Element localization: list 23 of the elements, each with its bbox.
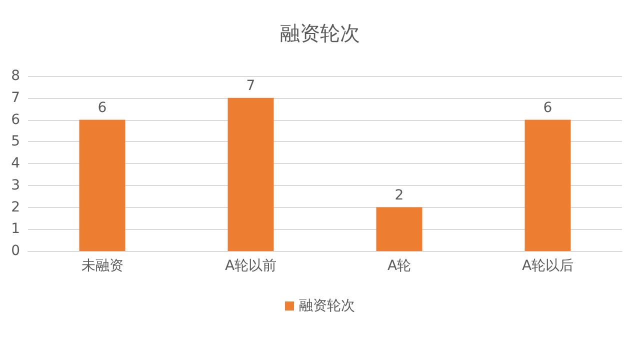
legend-label: 融资轮次 (299, 298, 355, 314)
y-tick-label: 8 (11, 68, 20, 84)
bar (228, 98, 274, 251)
x-tick-label: A轮以后 (522, 258, 574, 274)
y-tick-label: 7 (11, 90, 20, 106)
x-tick-label: A轮以前 (224, 258, 277, 274)
bar (79, 120, 126, 251)
x-tick-label: 未融资 (81, 258, 124, 274)
x-tick-label: A轮 (387, 258, 412, 274)
y-tick-label: 4 (11, 156, 20, 172)
y-tick-label: 0 (11, 243, 20, 259)
bar (524, 120, 571, 251)
data-label: 6 (98, 100, 107, 116)
y-tick-label: 1 (11, 221, 20, 238)
y-tick-label: 2 (11, 199, 20, 216)
bar (376, 207, 422, 251)
y-tick-label: 3 (11, 177, 20, 194)
y-tick-label: 6 (11, 112, 20, 128)
y-tick-label: 5 (11, 134, 20, 150)
data-label: 7 (246, 78, 256, 94)
data-label: 6 (543, 100, 552, 116)
chart-title: 融资轮次 (280, 21, 360, 45)
data-label: 2 (394, 187, 404, 204)
